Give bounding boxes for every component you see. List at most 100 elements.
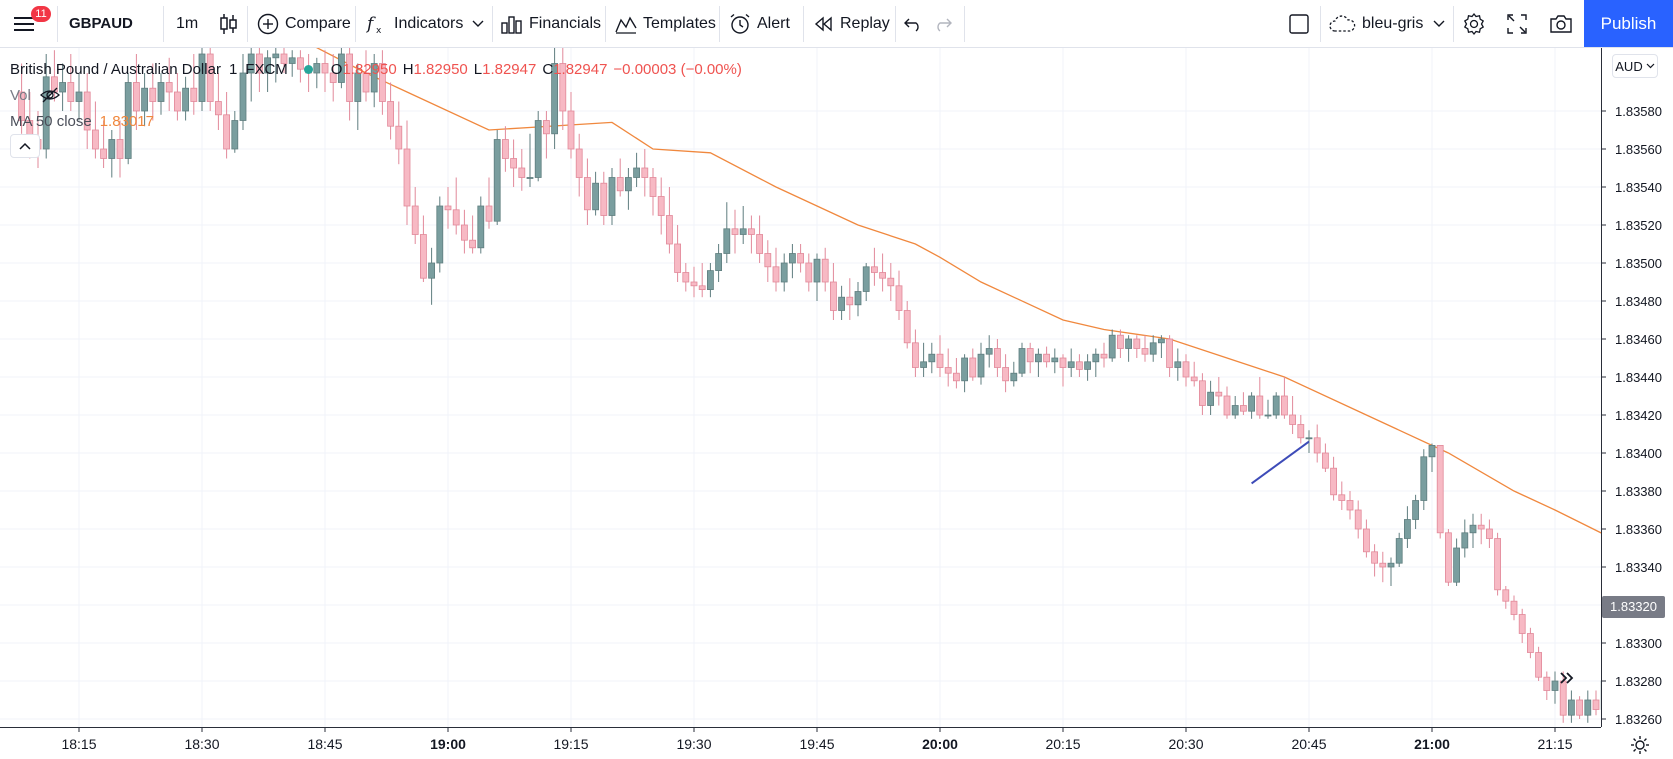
indicators-dropdown-button[interactable] [472, 0, 484, 47]
price-tick-label: 1.83580 [1615, 104, 1662, 119]
candle-body [1330, 467, 1337, 496]
candle-body [403, 148, 411, 207]
candle-up [854, 282, 862, 317]
candle-up [977, 342, 985, 385]
candle-down [895, 270, 903, 320]
candle-up [1149, 335, 1157, 362]
candle-up [1420, 449, 1428, 510]
candle-down [871, 247, 878, 286]
price-tick-label: 1.83480 [1615, 294, 1662, 309]
currency-button[interactable]: AUD [1612, 54, 1658, 78]
candle-body [1420, 456, 1428, 501]
alert-button[interactable]: Alert [729, 0, 790, 47]
fullscreen-button[interactable] [1506, 0, 1528, 47]
layout-dropdown-button[interactable] [1433, 0, 1445, 47]
candle-body [362, 72, 370, 93]
candle-body [1125, 338, 1132, 349]
candle-down [346, 48, 354, 121]
chart-grid [0, 48, 1601, 727]
candle-down [1043, 346, 1050, 368]
eye-crossed-icon[interactable] [39, 86, 61, 104]
candle-down [879, 253, 886, 292]
replay-button[interactable]: Replay [814, 0, 890, 47]
publish-button[interactable]: Publish [1584, 0, 1673, 47]
candle-down [190, 54, 198, 115]
chart-type-button[interactable] [219, 0, 239, 47]
candle-body [1100, 353, 1108, 359]
candle-up [715, 244, 722, 282]
candle-body [1166, 338, 1173, 368]
candle-down [460, 209, 468, 254]
candle-down [1379, 551, 1387, 583]
screenshot-button[interactable] [1549, 0, 1573, 47]
settings-button[interactable] [1462, 0, 1486, 47]
candle-down [387, 82, 395, 140]
candle-body [1149, 342, 1157, 355]
candle-body [83, 91, 91, 131]
scroll-to-realtime-button[interactable] [1554, 666, 1580, 690]
candle-body [1084, 361, 1091, 370]
price-chart[interactable]: 1.83580 1.83560 1.83540 1.83520 1.83500 1.834… [0, 48, 1673, 759]
candle-body [198, 53, 206, 102]
candle-body [756, 234, 763, 254]
candle-up [1018, 342, 1026, 377]
interval-button[interactable]: 1m [176, 0, 198, 47]
candle-up [231, 111, 239, 153]
legend-collapse-button[interactable] [10, 134, 40, 158]
candle-body [1412, 500, 1419, 520]
candle-body [157, 82, 165, 102]
axis-settings-button[interactable] [1620, 732, 1660, 758]
undo-button[interactable] [903, 0, 923, 47]
candle-body [715, 253, 722, 272]
candle-down [395, 101, 403, 165]
ma-legend[interactable]: MA 50 close 1.83017 [10, 108, 742, 134]
candle-body [1264, 414, 1272, 417]
candle-body [1592, 699, 1600, 710]
candle-body [296, 57, 304, 70]
templates-icon [615, 15, 637, 34]
financials-button[interactable]: Financials [501, 0, 601, 47]
candle-body [1453, 547, 1460, 583]
candle-body [789, 253, 796, 264]
candle-body [1108, 334, 1116, 359]
candle-body [1313, 437, 1321, 454]
price-axis[interactable]: 1.83580 1.83560 1.83540 1.83520 1.83500 1.834… [1601, 48, 1673, 759]
indicators-button[interactable]: f x Indicators [366, 0, 463, 47]
candle-body [1354, 509, 1362, 530]
volume-legend[interactable]: Vol [10, 82, 742, 108]
candle-up [75, 73, 83, 121]
candle-body [739, 228, 747, 235]
candle-down [821, 247, 829, 292]
open-value: 1.82950 [342, 60, 397, 78]
candle-down [666, 187, 673, 254]
symbol-search-button[interactable]: GBPAUD [69, 0, 133, 47]
candle-body [124, 82, 132, 159]
function-icon: f x [366, 14, 382, 35]
candle-body [641, 167, 649, 178]
templates-button[interactable]: Templates [615, 0, 716, 47]
layout-toggle-button[interactable] [1288, 0, 1310, 47]
candle-down [100, 120, 107, 168]
candle-down [944, 348, 952, 387]
redo-button[interactable] [933, 0, 953, 47]
candle-down [1354, 500, 1362, 539]
main-menu-button[interactable] [14, 0, 48, 47]
candle-body [1043, 353, 1050, 363]
candle-up [739, 206, 747, 244]
candle-down [1477, 513, 1485, 545]
candle-body [1035, 353, 1042, 363]
candle-up [1108, 329, 1116, 362]
time-axis[interactable]: 18:15 18:30 18:45 19:00 19:15 19:30 19:45 20:00… [0, 727, 1601, 759]
candle-down [616, 158, 624, 197]
candle-body [231, 120, 239, 150]
templates-label: Templates [643, 14, 716, 32]
compare-button[interactable]: Compare [257, 0, 351, 47]
time-tick-label: 18:15 [61, 736, 96, 752]
candle-body [1297, 424, 1305, 439]
trend-line-drawing[interactable] [1251, 440, 1310, 485]
candle-up [1272, 392, 1280, 419]
candle-down [912, 329, 919, 377]
candle-down [1436, 444, 1444, 539]
candle-down [165, 57, 173, 111]
layout-name-button[interactable]: bleu-gris [1328, 0, 1423, 47]
